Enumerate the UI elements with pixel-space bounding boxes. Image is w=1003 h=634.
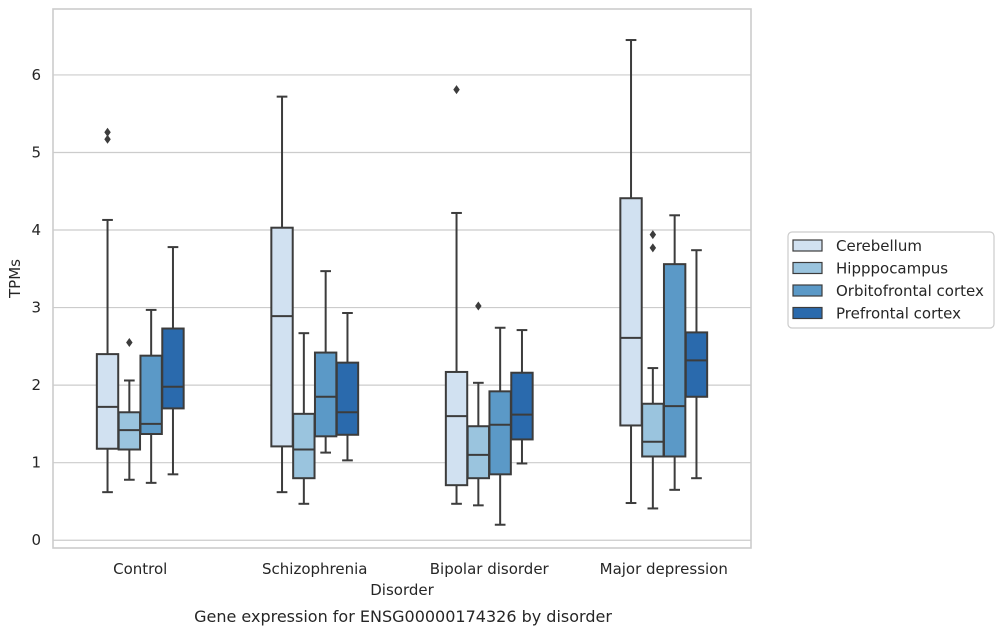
outlier-point <box>126 337 133 347</box>
y-tick-labels: 0 1 2 3 4 5 6 <box>31 66 41 549</box>
outlier-point <box>104 134 111 144</box>
box-3-3 <box>684 249 709 480</box>
outlier-point <box>649 230 657 240</box>
box-3-2 <box>510 329 534 465</box>
box-iqr <box>444 370 469 487</box>
legend-frame <box>787 231 995 329</box>
x-tick-label: Bipolar disorder <box>430 560 550 578</box>
y-tick-label: 2 <box>31 376 41 394</box>
box-iqr <box>161 327 185 410</box>
y-tick-label: 3 <box>31 299 41 317</box>
y-tick-label: 0 <box>31 531 41 549</box>
y-tick-label: 6 <box>31 66 41 84</box>
x-tick-label: Major depression <box>600 560 728 578</box>
x-tick-label: Schizophrenia <box>262 560 367 578</box>
x-tick-label: Control <box>113 560 167 578</box>
legend-swatch <box>792 239 823 252</box>
outlier-point <box>453 85 460 95</box>
outlier-point <box>104 127 111 137</box>
chart-caption: Gene expression for ENSG00000174326 by d… <box>194 607 612 626</box>
box-0-1 <box>270 95 294 494</box>
y-axis-label: TPMs <box>6 259 24 299</box>
legend-label: Hipppocampus <box>836 260 948 278</box>
legend: Cerebellum Hipppocampus Orbitofrontal cort… <box>787 231 995 329</box>
legend-label: Prefrontal cortex <box>836 305 961 323</box>
box-0-0 <box>95 127 120 494</box>
box-2-1 <box>313 270 338 454</box>
x-tick-labels: Control Schizophrenia Bipolar disorder Majo… <box>113 560 728 578</box>
box-iqr <box>292 412 316 480</box>
box-iqr <box>684 331 709 398</box>
box-3-0 <box>161 246 185 476</box>
y-tick-label: 4 <box>31 221 41 239</box>
box-iqr <box>488 390 512 476</box>
box-3-1 <box>335 312 360 462</box>
gridlines <box>53 74 751 541</box>
box-iqr <box>466 425 491 480</box>
x-axis-label: Disorder <box>370 581 434 599</box>
legend-swatch <box>792 306 823 320</box>
box-iqr <box>619 197 643 427</box>
legend-swatch <box>792 284 823 297</box>
box-2-0 <box>139 308 163 484</box>
box-2-3 <box>662 214 687 491</box>
legend-swatch <box>792 261 823 275</box>
box-iqr <box>313 351 338 438</box>
outlier-point <box>475 301 482 311</box>
y-tick-label: 5 <box>31 143 41 161</box>
box-iqr <box>335 361 360 436</box>
box-2-2 <box>488 326 512 526</box>
box-0-2 <box>444 85 469 505</box>
box-1-0 <box>117 337 142 481</box>
box-iqr <box>662 263 687 458</box>
plot-frame <box>52 8 752 549</box>
legend-label: Cerebellum <box>836 237 922 255</box>
outlier-point <box>649 243 657 253</box>
box-1-2 <box>466 301 491 507</box>
legend-label: Orbitofrontal cortex <box>836 282 984 300</box>
box-iqr <box>139 354 163 435</box>
box-1-1 <box>292 332 316 505</box>
box-0-3 <box>619 39 643 505</box>
box-1-3 <box>641 230 665 510</box>
box-iqr <box>641 402 665 458</box>
y-tick-label: 1 <box>31 454 41 472</box>
box-series <box>95 39 709 526</box>
box-iqr <box>95 353 120 450</box>
box-iqr <box>270 226 294 448</box>
box-iqr <box>510 371 534 441</box>
